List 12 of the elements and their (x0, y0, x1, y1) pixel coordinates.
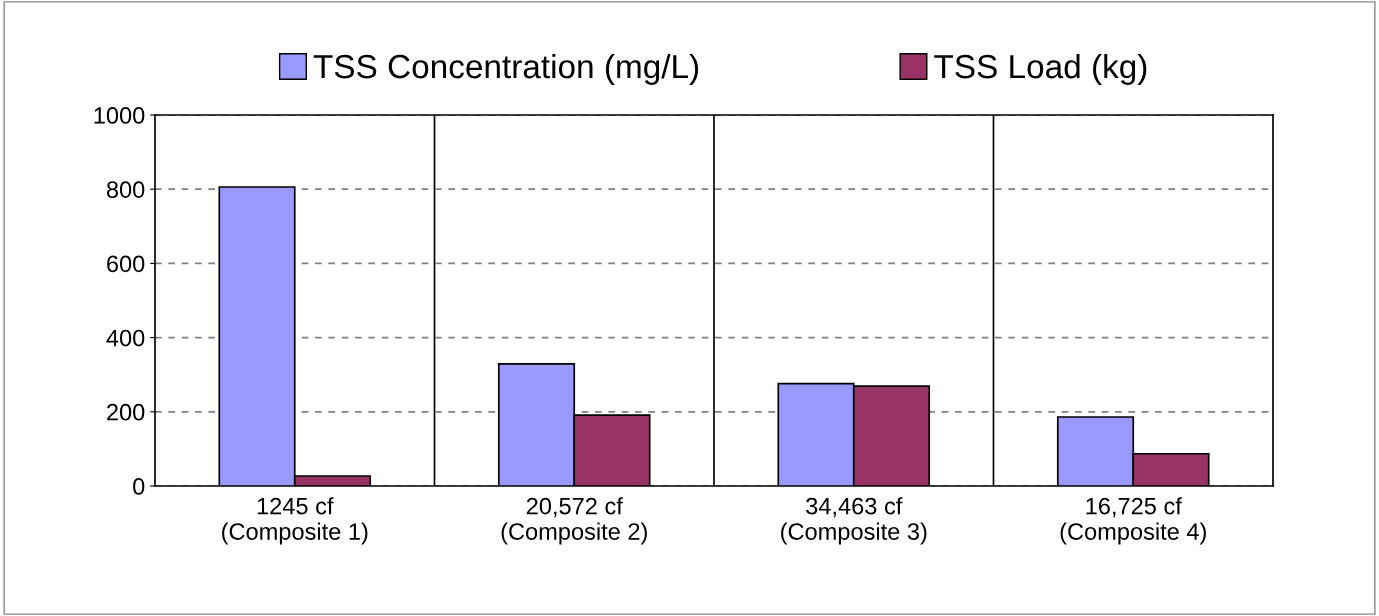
y-tick-label: 1000 (94, 107, 145, 124)
x-tick-label: 1245 cf (Composite 1) (222, 497, 368, 545)
x-tick-label: 34,463 cf (Composite 3) (781, 497, 927, 545)
y-tick-label: 400 (106, 329, 145, 347)
y-tick-label: 800 (106, 181, 145, 198)
x-tick-label: 20,572 cf (Composite 2) (501, 497, 647, 545)
y-tick-label: 600 (107, 255, 145, 273)
legend-label: TSS Concentration (mg/L) (313, 53, 699, 85)
legend-label: TSS Load (kg) (934, 53, 1147, 85)
y-tick-label: 0 (133, 478, 145, 495)
y-tick-label: 200 (107, 403, 145, 421)
x-tick-label: 16,725 cf (Composite 4) (1060, 497, 1206, 545)
